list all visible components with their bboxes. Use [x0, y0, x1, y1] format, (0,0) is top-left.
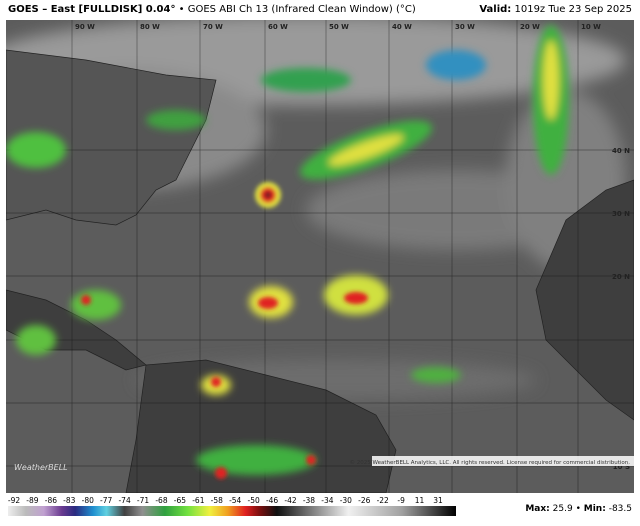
max-value: 25.9 [552, 504, 573, 514]
stats: Max: 25.9 • Min: -83.5 [525, 504, 632, 514]
legend-tick: -58 [210, 496, 223, 505]
latitude-label: 30 N [612, 210, 630, 218]
valid-label: Valid: [479, 4, 512, 15]
valid-time: 1019z Tue 23 Sep 2025 [514, 4, 632, 15]
legend-tick: -50 [247, 496, 260, 505]
longitude-label: 90 W [75, 23, 95, 31]
legend-tick: -83 [63, 496, 76, 505]
valid-line: Valid: 1019z Tue 23 Sep 2025 [479, 0, 632, 20]
longitude-label: 20 W [520, 23, 540, 31]
legend-tick: -86 [44, 496, 57, 505]
legend-tick: -65 [173, 496, 187, 505]
legend-tick: -92 [7, 496, 21, 505]
subtitle: • GOES ABI Ch 13 (Infrared Clean Window)… [178, 4, 416, 15]
copyright: © 2025 WeatherBELL Analytics, LLC. All r… [350, 459, 631, 466]
legend-tick: -80 [81, 496, 94, 505]
legend-tick: -22 [376, 496, 389, 505]
longitude-label: 40 W [392, 23, 412, 31]
satellite-map: 90 W 80 W 70 W 60 W 50 W 40 W 30 W 20 W 10 W 40 … [6, 20, 634, 493]
color-bar [8, 506, 456, 516]
legend-tick: -26 [358, 496, 371, 505]
min-label: Min: [583, 504, 606, 514]
legend-tick: -77 [100, 496, 113, 505]
legend-tick: -71 [136, 496, 150, 505]
separator: • [575, 504, 581, 514]
legend-tick: -30 [339, 496, 352, 505]
legend-tick: 31 [433, 496, 443, 505]
legend-tick: -46 [265, 496, 279, 505]
longitude-label: 30 W [455, 23, 475, 31]
legend-tick: -54 [229, 496, 242, 505]
longitude-label: 70 W [203, 23, 223, 31]
longitude-label: 50 W [329, 23, 349, 31]
latitude-label: 20 N [612, 273, 630, 281]
legend-tick: -89 [26, 496, 39, 505]
latitude-label: 40 N [612, 147, 630, 155]
max-label: Max: [525, 504, 550, 514]
legend-tick: -34 [321, 496, 334, 505]
longitude-label: 60 W [268, 23, 288, 31]
latitude-label: 10 S [613, 463, 630, 471]
legend-tick: 11 [414, 496, 425, 505]
title: GOES – East [FULLDISK] 0.04° [8, 4, 176, 15]
header: GOES – East [FULLDISK] 0.04° • GOES ABI … [0, 0, 640, 20]
legend-tick: -9 [397, 496, 405, 505]
legend-tick: -42 [284, 496, 297, 505]
legend-tick: -61 [192, 496, 205, 505]
watermark: WeatherBELL [14, 463, 68, 472]
title-line: GOES – East [FULLDISK] 0.04° • GOES ABI … [8, 0, 416, 20]
longitude-label: 80 W [140, 23, 160, 31]
min-value: -83.5 [608, 504, 632, 514]
legend-tick: -68 [155, 496, 168, 505]
legend-ticks: -92 -89 -86 -83 -80 -77 -74 -71 -68 -65 -61 -58 -54-… [0, 496, 640, 506]
legend-tick: -38 [302, 496, 316, 505]
longitude-label: 10 W [581, 23, 601, 31]
legend-tick: -74 [118, 496, 131, 505]
